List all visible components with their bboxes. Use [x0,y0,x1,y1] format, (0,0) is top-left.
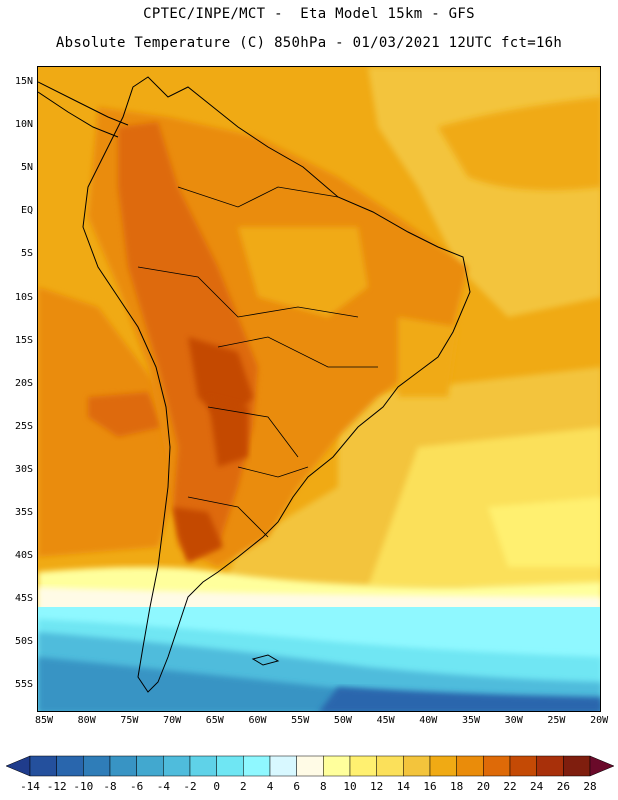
colorbar-swatch [136,755,164,777]
lat-tick-label: 15S [14,334,33,346]
lat-tick-label: 15N [14,76,33,87]
colorbar-label: 10 [343,780,357,793]
colorbar-label: 22 [503,780,517,793]
lon-tick-label: 40W [419,715,438,726]
colorbar-swatch [429,755,457,777]
colorbar-swatch [376,755,404,777]
colorbar-swatch [349,755,377,777]
lat-tick-label: 5N [20,162,33,174]
colorbar-label: 14 [396,780,410,793]
lon-tick-label: 30W [504,715,523,726]
colorbar-swatch [536,755,564,777]
colorbar-label: 24 [530,780,544,793]
colorbar-swatch [509,755,537,777]
colorbar-swatch [189,755,217,777]
colorbar-label: 8 [320,780,327,793]
lon-tick-label: 55W [291,715,310,726]
colorbar-swatch [29,755,57,777]
colorbar-swatch [243,755,271,777]
lat-tick-label: 50S [14,636,33,648]
lon-tick-label: 75W [120,715,139,726]
lon-tick-label: 80W [77,715,96,726]
colorbar-swatch [83,755,111,777]
colorbar [5,755,615,777]
colorbar-label: 4 [266,780,274,793]
lat-tick-label: 35S [14,507,33,518]
colorbar-swatch [56,755,84,777]
lat-tick-label: 45S [14,593,33,605]
lat-tick-label: 25S [14,420,33,432]
colorbar-swatch [323,755,351,777]
lon-tick-label: 65W [205,715,224,726]
colorbar-label: 12 [370,780,384,793]
colorbar-swatch [456,755,484,777]
colorbar-swatch [163,755,191,777]
lat-tick-label: EQ [20,205,33,217]
colorbar-swatch [216,755,244,777]
colorbar-swatch [269,755,297,777]
colorbar-label: -4 [156,780,170,793]
colorbar-label: 16 [423,780,437,793]
colorbar-swatch [296,755,324,777]
colorbar-swatch [403,755,431,777]
colorbar-label: -14 [20,780,40,793]
colorbar-label: 18 [450,780,464,793]
lon-tick-label: 45W [376,715,395,726]
temperature-field [38,67,600,711]
lat-tick-label: 20S [14,377,33,389]
lon-tick-label: 25W [547,715,566,726]
lon-tick-label: 35W [461,715,481,726]
colorbar-label: -2 [183,780,197,793]
colorbar-label: -12 [46,780,67,793]
lat-tick-label: 5S [20,248,33,260]
colorbar-label: 28 [583,780,597,793]
colorbar-label: -8 [103,780,117,793]
lat-tick-label: 40S [14,550,33,562]
lon-tick-label: 50W [333,715,352,726]
lat-tick-label: 10N [14,119,33,131]
lon-tick-label: 20W [590,715,609,726]
temperature-map [37,66,601,712]
lat-tick-label: 10S [14,291,33,303]
colorbar-label: 2 [240,780,247,793]
chart-title-line-1: CPTEC/INPE/MCT - Eta Model 15km - GFS [143,6,475,22]
colorbar-swatch [109,755,137,777]
lon-tick-label: 60W [248,715,267,726]
colorbar-label: -6 [130,780,144,793]
colorbar-swatch [483,755,511,777]
colorbar-swatch [589,755,615,777]
colorbar-swatch [5,755,31,777]
lon-tick-label: 70W [163,715,182,726]
colorbar-label: -10 [73,780,94,793]
lat-tick-label: 30S [14,463,33,475]
colorbar-label: 20 [476,780,490,793]
lon-tick-label: 85W [34,715,54,726]
colorbar-swatch [563,755,591,777]
colorbar-label: 26 [556,780,570,793]
colorbar-label: 0 [213,780,220,793]
lat-tick-label: 55S [14,679,33,691]
colorbar-label: 6 [293,780,300,793]
chart-title-line-2: Absolute Temperature (C) 850hPa - 01/03/… [55,35,563,51]
